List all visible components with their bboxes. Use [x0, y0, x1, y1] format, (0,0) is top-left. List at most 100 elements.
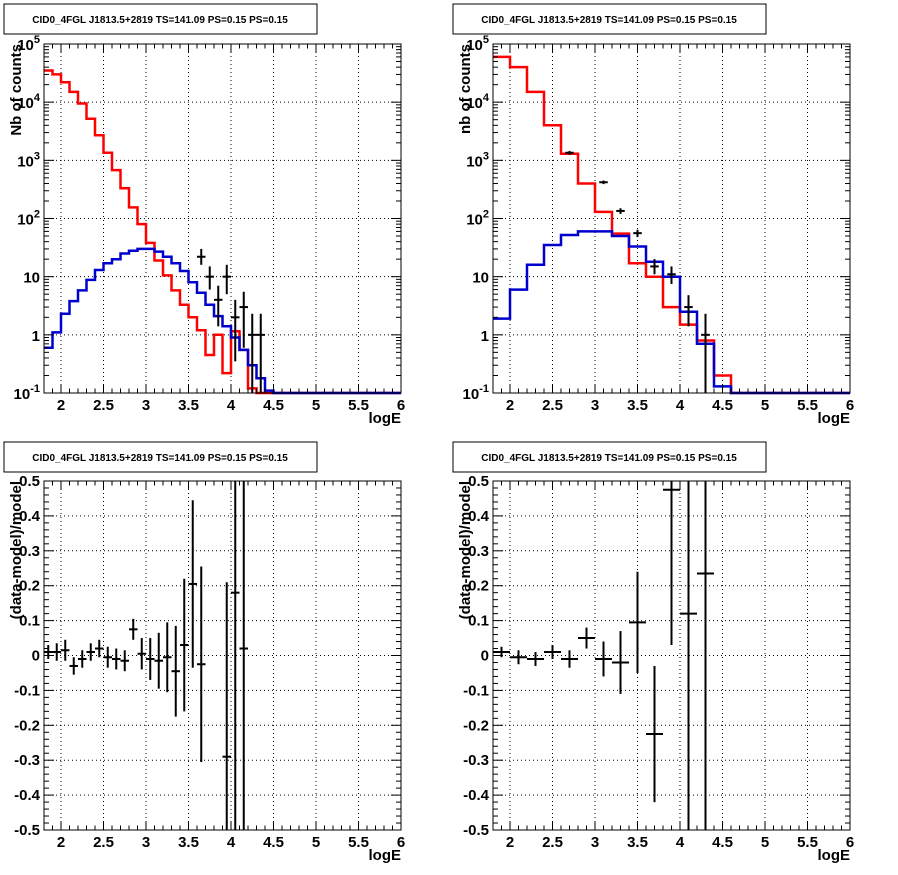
data-point: [69, 657, 78, 675]
y-tick-label: -0.3: [14, 752, 40, 769]
x-tick-label: 4: [227, 834, 236, 851]
x-tick-label: 2: [57, 834, 65, 851]
data-point: [197, 566, 206, 762]
data-point: [78, 650, 87, 668]
y-tick-label: 1: [32, 328, 40, 345]
grid: [44, 481, 401, 830]
y-tick-label: 0.3: [19, 543, 40, 560]
x-axis-label: logE: [369, 847, 402, 864]
y-tick-label: 102: [17, 209, 40, 229]
y-tick-label: 10: [472, 270, 489, 287]
data-point: [510, 650, 527, 665]
axis-ticks: 2 2.5 3 3.5 4 4.5 5 5.5 6 -0.5 -0.4 -0.3 -0.2 -0.1 0 0.…: [463, 473, 854, 851]
data-point: [650, 259, 659, 275]
x-axis-label: logE: [818, 847, 851, 864]
y-tick-label: 104: [466, 92, 490, 112]
y-tick-label: 0.1: [19, 613, 40, 630]
y-tick-label: 104: [17, 92, 41, 112]
y-tick-label: 0: [481, 648, 489, 665]
data-point: [231, 299, 240, 362]
data-point: [527, 652, 544, 666]
chart-title: CID0_4FGL J1813.5+2819 TS=141.09 PS=0.15…: [32, 453, 288, 464]
x-tick-label: 3.5: [627, 397, 648, 414]
histogram-series-0: [44, 69, 401, 395]
x-tick-label: 5.5: [797, 834, 818, 851]
data-point: [684, 295, 693, 327]
y-tick-label: 0.5: [468, 473, 489, 490]
y-tick-label: 0: [32, 648, 40, 665]
data-points: [197, 248, 265, 393]
data-points: [493, 481, 714, 830]
x-tick-label: 3: [591, 834, 599, 851]
y-tick-label: -0.4: [463, 787, 490, 804]
y-axis-label: (data-model)/model: [457, 481, 474, 619]
x-tick-label: 2: [506, 397, 514, 414]
counts-panel-right: CID0_4FGL J1813.5+2819 TS=141.09 PS=0.15…: [452, 3, 854, 427]
data-point: [561, 650, 578, 668]
data-point: [701, 313, 710, 393]
data-point: [578, 627, 595, 649]
plot-frame: [492, 43, 851, 394]
y-tick-label: -0.2: [14, 717, 40, 734]
x-tick-label: 3: [142, 397, 150, 414]
data-point: [52, 643, 61, 661]
data-points: [44, 481, 248, 830]
data-point: [599, 180, 608, 185]
data-point: [171, 625, 180, 717]
data-point: [667, 266, 676, 284]
data-point: [197, 248, 206, 265]
y-tick-label: 0.4: [468, 508, 490, 525]
x-tick-label: 2.5: [542, 834, 563, 851]
data-point: [612, 631, 629, 694]
x-tick-label: 2.5: [93, 834, 114, 851]
residual-panel-left: CID0_4FGL J1813.5+2819 TS=141.09 PS=0.15…: [3, 441, 405, 864]
x-tick-label: 3.5: [627, 834, 648, 851]
title-box: [452, 441, 767, 473]
data-point: [154, 632, 163, 689]
y-axis-label: Nb of counts: [8, 44, 25, 136]
y-tick-label: 0.1: [468, 613, 489, 630]
y-tick-label: -0.5: [463, 822, 489, 839]
x-tick-label: 4.5: [263, 834, 284, 851]
x-tick-label: 5: [312, 397, 320, 414]
y-tick-label: -0.5: [14, 822, 40, 839]
data-point: [61, 639, 70, 661]
x-tick-label: 5: [761, 834, 769, 851]
y-tick-label: -0.1: [463, 682, 489, 699]
x-tick-label: 5.5: [348, 397, 369, 414]
x-tick-label: 4.5: [712, 397, 733, 414]
axis-ticks: 2 2.5 3 3.5 4 4.5 5 5.5 6 10-1 1 10 102 103 104 105: [14, 34, 406, 414]
data-points: [565, 150, 710, 393]
counts-panel-left: CID0_4FGL J1813.5+2819 TS=141.09 PS=0.15…: [3, 3, 406, 427]
y-tick-label: 102: [466, 209, 489, 229]
data-point: [680, 481, 697, 830]
y-tick-label: 10-1: [463, 383, 489, 403]
histograms: [493, 55, 850, 395]
chart-title: CID0_4FGL J1813.5+2819 TS=141.09 PS=0.15…: [481, 453, 737, 464]
y-axis-label: (data-model)/model: [8, 481, 25, 619]
data-point: [248, 313, 257, 393]
data-point: [214, 285, 223, 327]
histogram-series-0: [493, 55, 850, 395]
x-tick-label: 5.5: [797, 397, 818, 414]
data-point: [103, 646, 112, 668]
y-tick-label: -0.4: [14, 787, 41, 804]
data-point: [120, 650, 129, 672]
x-axis-label: logE: [818, 410, 851, 427]
data-point: [231, 481, 240, 830]
title-box: [3, 3, 318, 35]
data-point: [95, 639, 104, 658]
chart-title: CID0_4FGL J1813.5+2819 TS=141.09 PS=0.15…: [481, 15, 737, 26]
grid: [493, 44, 850, 393]
data-point: [595, 641, 612, 677]
y-tick-label: 103: [466, 150, 489, 170]
data-point: [205, 266, 214, 290]
y-axis-label: nb of counts: [457, 44, 474, 134]
data-point: [222, 582, 231, 830]
x-tick-label: 4.5: [712, 834, 733, 851]
x-tick-label: 4: [227, 397, 236, 414]
y-tick-label: -0.1: [14, 682, 40, 699]
x-tick-label: 6: [846, 834, 854, 851]
x-tick-label: 3.5: [178, 834, 199, 851]
histograms: [44, 69, 401, 395]
